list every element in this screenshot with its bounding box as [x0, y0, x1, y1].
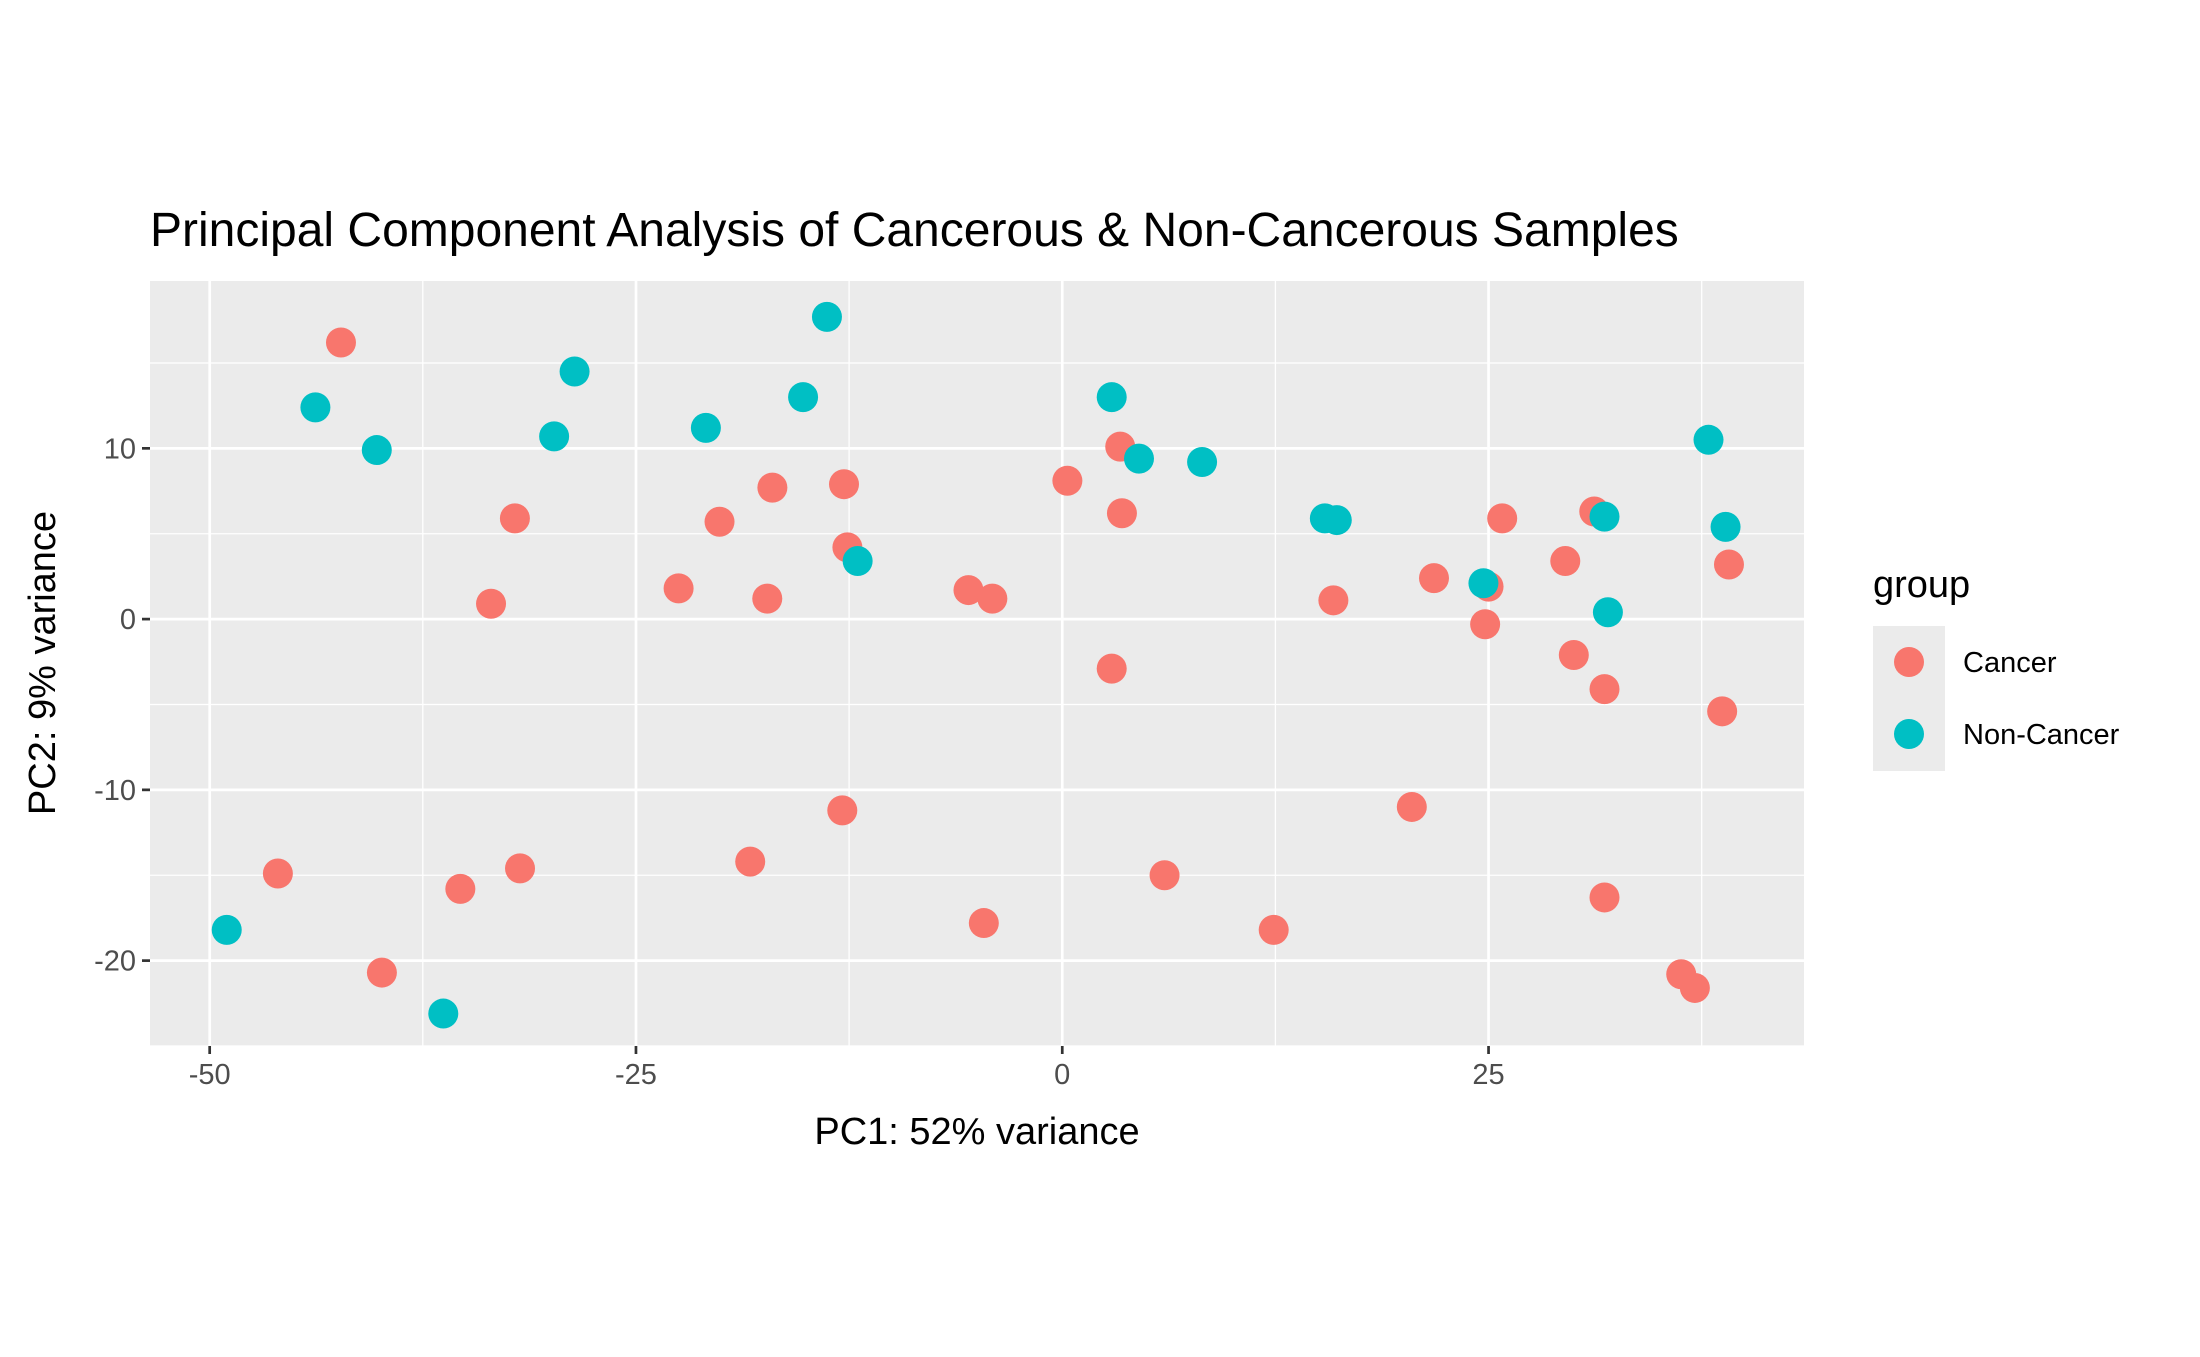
data-point: [1550, 546, 1581, 577]
data-point: [1468, 568, 1499, 599]
x-tick-label: -25: [615, 1059, 657, 1091]
data-point: [1707, 696, 1738, 727]
legend: group Cancer Non-Cancer: [1873, 564, 2120, 771]
data-point: [1258, 914, 1289, 945]
data-point: [366, 957, 397, 988]
data-point: [1487, 503, 1518, 534]
data-point: [752, 583, 783, 614]
y-axis-title: PC2: 9% variance: [22, 511, 64, 815]
data-point: [428, 998, 459, 1029]
data-point: [1592, 597, 1623, 628]
data-point: [663, 573, 694, 604]
minor-gridlines: [150, 281, 1804, 1047]
y-tick-label: 10: [104, 433, 136, 465]
data-point: [361, 435, 392, 466]
data-point: [827, 795, 858, 826]
data-point: [476, 588, 507, 619]
data-point: [262, 858, 293, 889]
data-points: [211, 301, 1744, 1029]
data-point: [968, 908, 999, 939]
data-point: [690, 412, 721, 443]
x-tick-label: 25: [1472, 1059, 1504, 1091]
data-point: [788, 382, 819, 413]
data-point: [1693, 424, 1724, 455]
data-point: [1096, 653, 1127, 684]
y-tick-label: 0: [120, 604, 136, 636]
data-point: [211, 914, 242, 945]
data-point: [842, 546, 873, 577]
data-point: [499, 503, 530, 534]
data-point: [300, 392, 331, 423]
data-point: [811, 301, 842, 332]
x-axis-title: PC1: 52% variance: [814, 1111, 1139, 1153]
data-point: [1679, 972, 1710, 1003]
major-gridlines: [150, 281, 1804, 1046]
y-tick-label: -20: [94, 946, 136, 978]
data-point: [325, 327, 356, 358]
data-point: [1589, 674, 1620, 705]
data-point: [1396, 791, 1427, 822]
data-point: [1418, 563, 1449, 594]
data-point: [1710, 511, 1741, 542]
data-point: [1052, 465, 1083, 496]
legend-key: [1894, 647, 1924, 677]
y-tick-label: -10: [94, 775, 136, 807]
data-point: [505, 853, 536, 884]
data-point: [1187, 447, 1218, 478]
data-point: [1149, 860, 1180, 891]
data-point: [953, 575, 984, 606]
legend-key: [1894, 719, 1924, 749]
data-point: [559, 356, 590, 387]
data-point: [539, 421, 570, 452]
data-point: [1096, 382, 1127, 413]
data-point: [1558, 639, 1589, 670]
data-point: [735, 846, 766, 877]
data-point: [1589, 501, 1620, 532]
y-axis-ticks: -20 -10 0 10: [94, 433, 150, 978]
x-axis-ticks: -50 -25 0 25: [189, 1046, 1505, 1091]
data-point: [1470, 609, 1501, 640]
data-point: [1321, 505, 1352, 536]
data-point: [704, 506, 735, 537]
data-point: [828, 469, 859, 500]
data-point: [977, 583, 1008, 614]
data-point: [1589, 882, 1620, 913]
data-point: [1318, 585, 1349, 616]
data-point: [1123, 443, 1154, 474]
data-point: [757, 472, 788, 503]
x-tick-label: -50: [189, 1059, 231, 1091]
data-point: [1713, 549, 1744, 580]
x-tick-label: 0: [1054, 1059, 1070, 1091]
legend-label: Cancer: [1963, 647, 2057, 679]
chart-title: Principal Component Analysis of Cancerou…: [150, 204, 1679, 257]
data-point: [1106, 498, 1137, 529]
legend-title: group: [1873, 564, 1970, 606]
data-point: [445, 873, 476, 904]
legend-label: Non-Cancer: [1963, 719, 2120, 751]
